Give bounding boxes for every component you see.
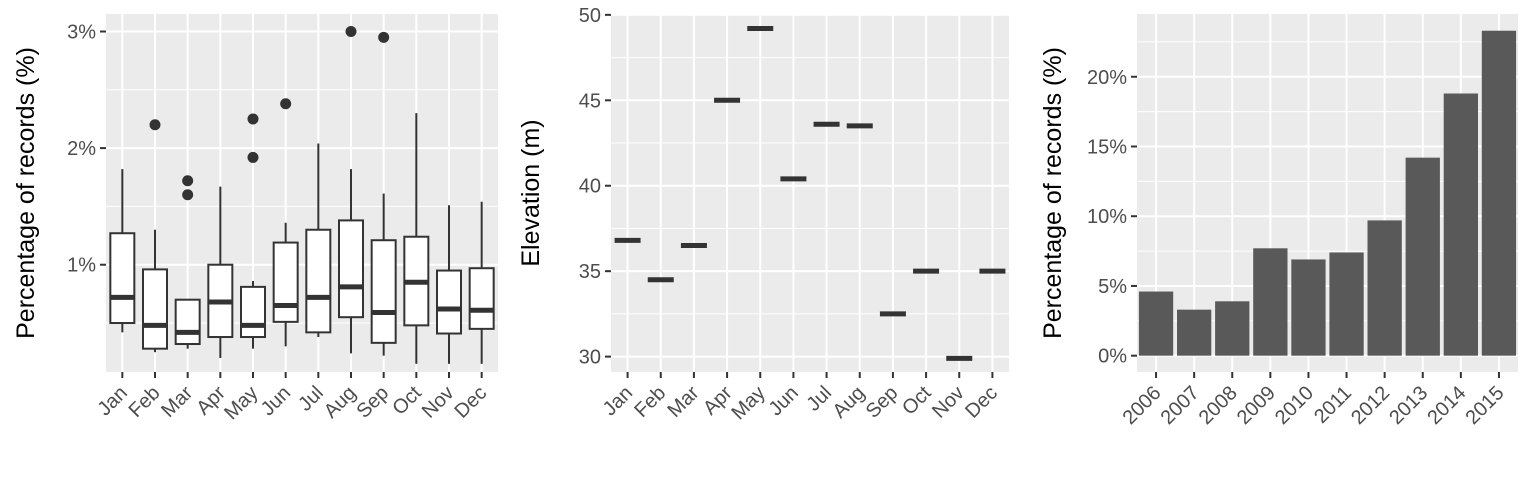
outlier-point [247,113,259,125]
bar [1481,30,1517,356]
x-tick-label: Oct [388,382,426,420]
y-tick-label: 45 [579,90,601,112]
y-tick-label: 50 [579,5,601,27]
box [338,219,364,319]
y-tick-label: 35 [579,261,601,283]
box [142,268,168,350]
y-tick-label: 30 [579,347,601,369]
box [240,285,266,339]
bar [1329,252,1364,356]
outlier-point [182,175,194,187]
x-tick-label: 2009 [1233,382,1280,429]
y-tick-label: 2% [67,138,96,160]
x-tick-label: 2010 [1271,382,1318,429]
bar [1138,291,1174,356]
x-tick-label: Feb [125,382,165,422]
box [109,232,136,325]
outlier-point [280,98,292,110]
x-tick-label: Jun [257,382,295,420]
x-tick-label: Jun [765,382,803,420]
x-tick-label: Aug [829,382,870,423]
y-axis-title: Percentage of records (%) [1039,47,1067,339]
x-tick-label: 2013 [1385,382,1432,429]
outlier-point [182,189,194,201]
box [370,239,397,344]
y-axis-title: Elevation (m) [517,119,545,266]
x-tick-label: 2012 [1347,382,1394,429]
box [468,267,495,330]
x-tick-label: Feb [630,382,670,422]
y-tick-label: 15% [1087,136,1127,158]
x-tick-label: Sep [862,382,903,423]
y-tick-label: 1% [67,255,96,277]
y-tick-label: 0% [1098,346,1127,368]
box [305,228,332,334]
x-tick-label: Aug [320,382,361,423]
x-tick-label: Nov [928,382,969,423]
x-tick-label: Sep [352,382,393,423]
outlier-point [247,151,259,163]
box [174,298,201,346]
panel-background [106,14,498,372]
bar [1443,93,1478,356]
box [272,241,299,323]
x-tick-label: Jan [94,382,132,420]
x-tick-label: 2011 [1310,382,1356,428]
x-tick-label: May [728,382,770,424]
x-tick-label: Oct [898,382,936,420]
box [436,269,462,335]
bar [1253,248,1288,356]
x-tick-label: Mar [664,382,704,422]
outlier-point [149,119,161,131]
x-tick-label: 2006 [1119,382,1166,429]
outlier-point [378,31,390,43]
y-tick-label: 40 [579,176,601,198]
x-tick-label: 2008 [1195,382,1242,429]
x-tick-label: 2014 [1423,382,1470,429]
x-tick-label: Dec [450,382,491,423]
y-tick-label: 3% [67,21,96,43]
y-tick-label: 20% [1087,67,1127,89]
x-tick-label: Jan [599,382,637,420]
bar [1177,309,1212,356]
bar [1291,259,1326,356]
x-tick-label: 2007 [1157,382,1204,429]
y-tick-label: 10% [1087,206,1127,228]
y-axis-title: Percentage of records (%) [12,47,40,339]
x-tick-label: Apr [699,382,737,420]
x-tick-label: May [220,382,262,424]
bar [1367,220,1402,356]
y-tick-label: 5% [1098,276,1127,298]
x-tick-label: Dec [961,382,1002,423]
outlier-point [345,25,357,37]
x-tick-label: Mar [157,382,197,422]
x-tick-label: Nov [418,382,459,423]
bar [1215,301,1250,356]
bar [1405,157,1440,356]
x-tick-label: 2015 [1461,382,1508,429]
yearly-records-bar-chart: 0%5%10%15%20%200620072008200920102011201… [1039,14,1518,429]
panel-background [611,14,1009,372]
